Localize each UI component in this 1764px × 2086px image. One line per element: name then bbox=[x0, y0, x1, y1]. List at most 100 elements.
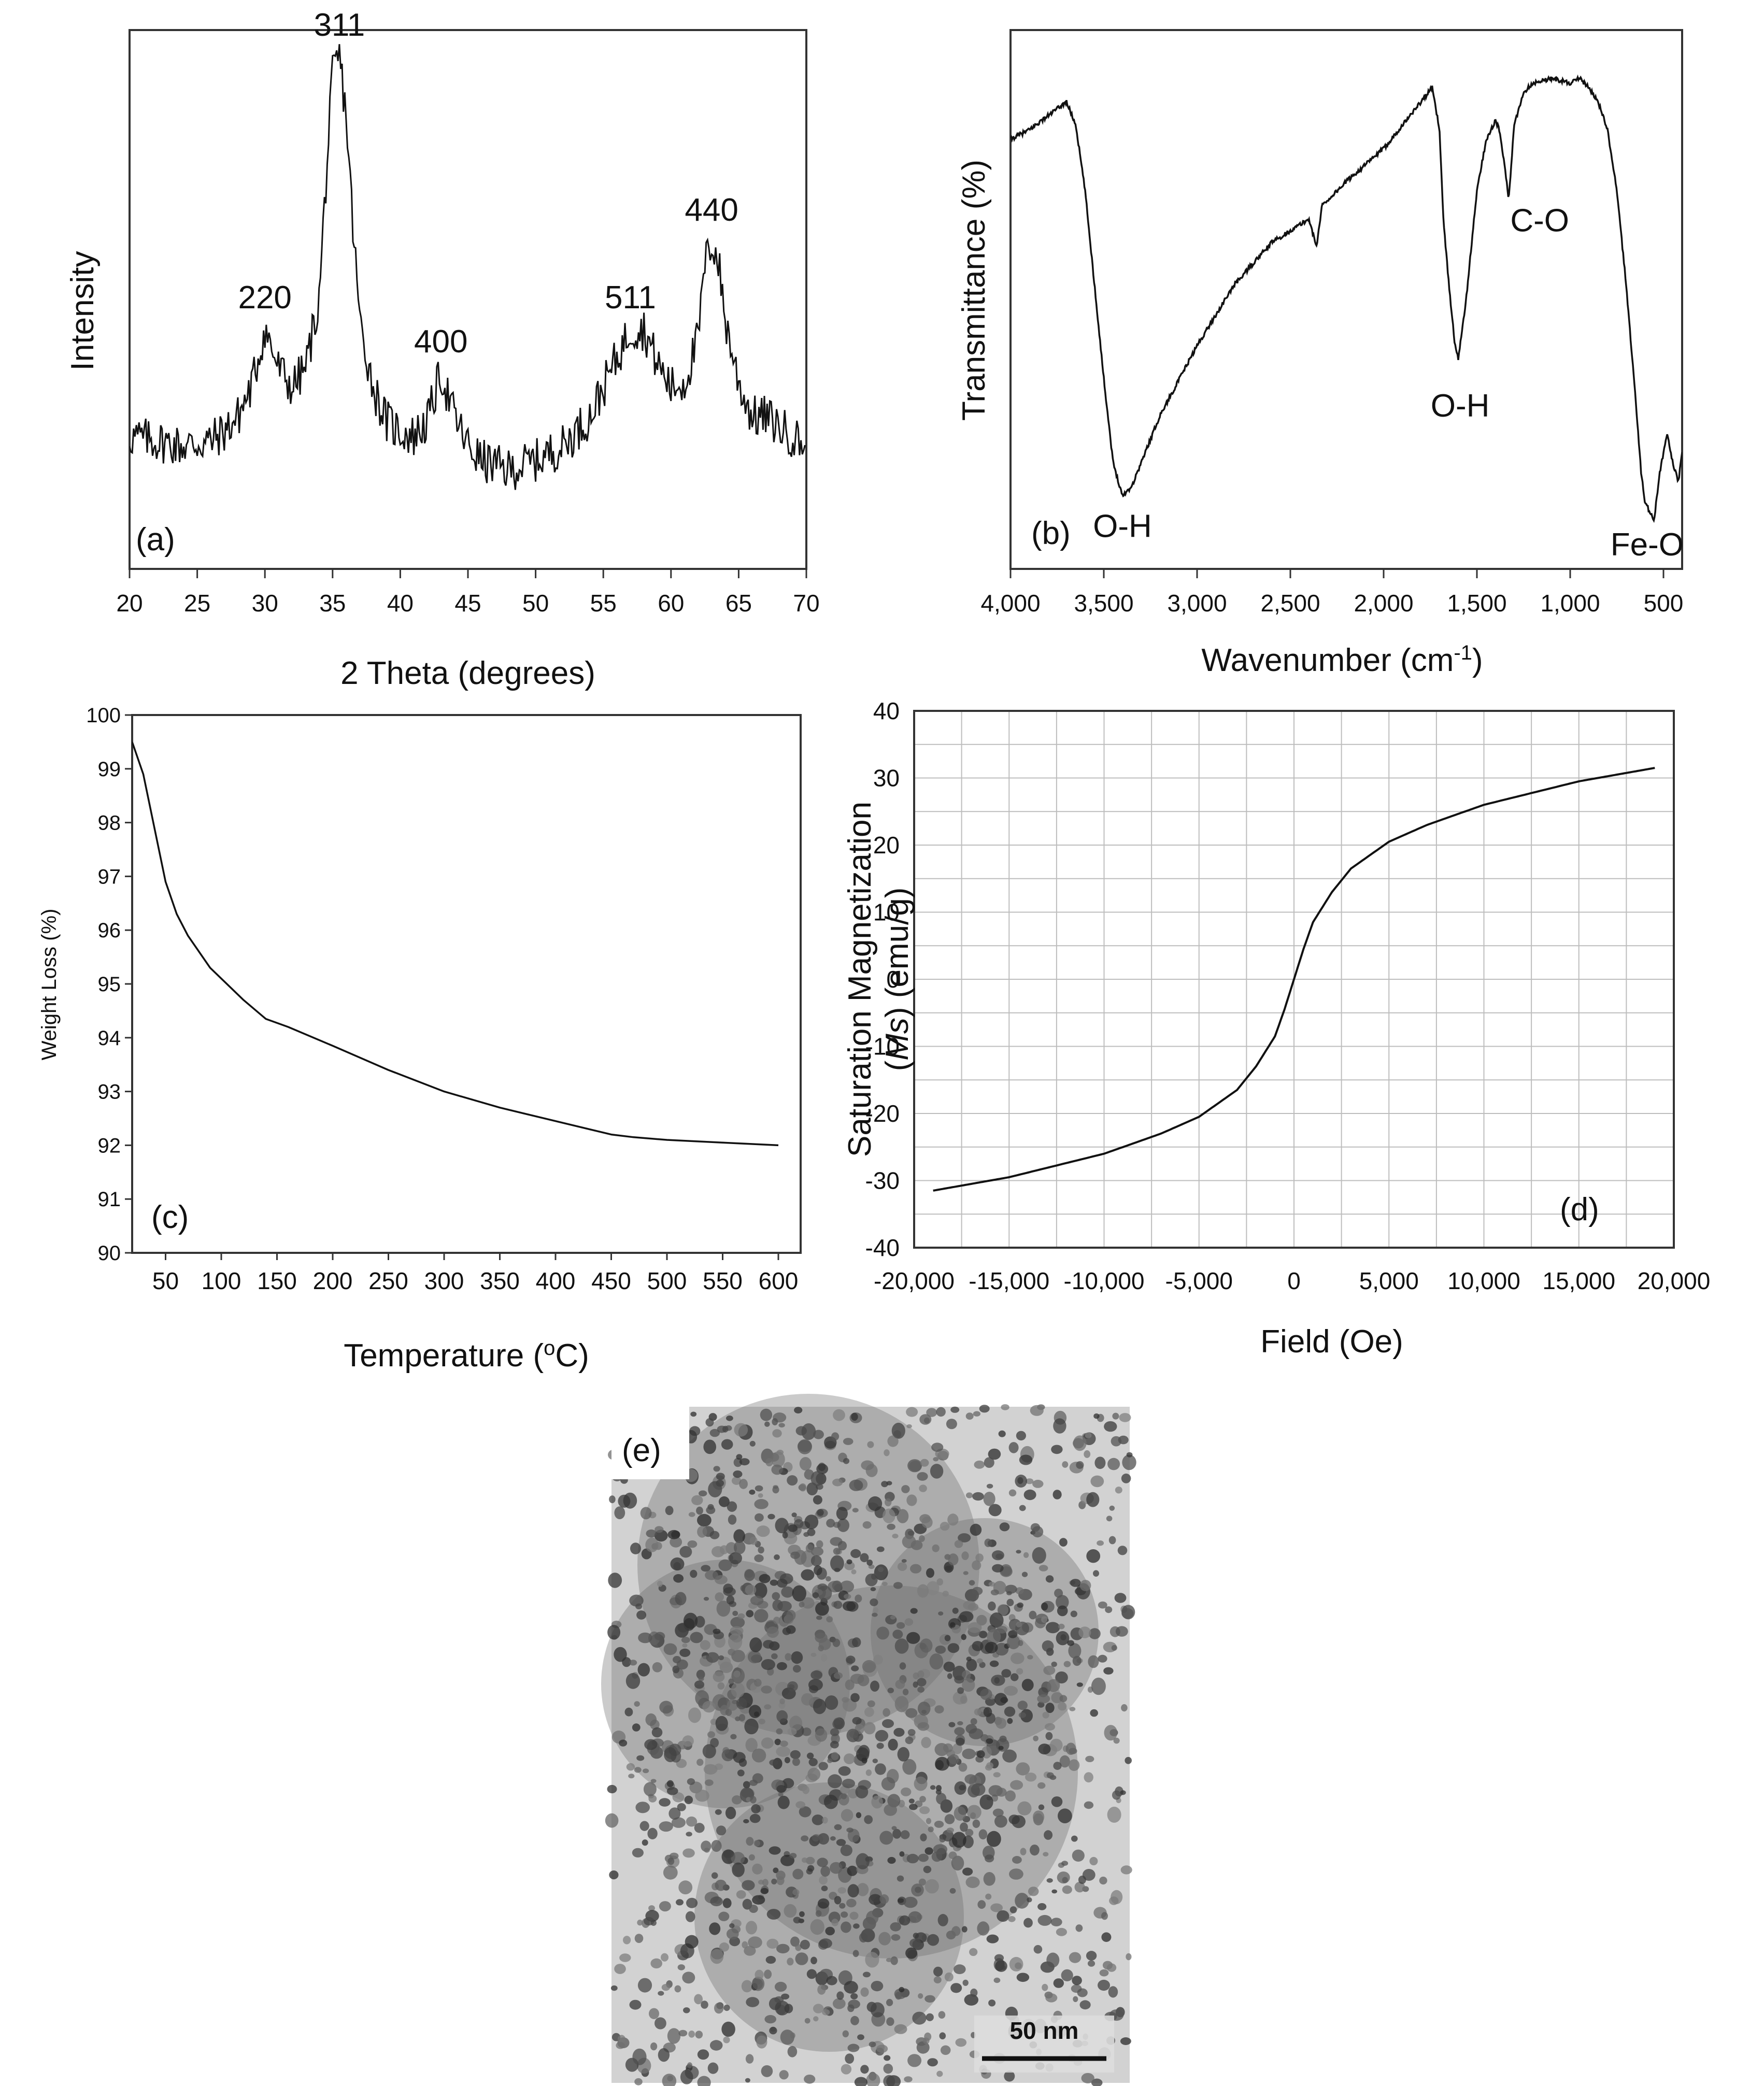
nanoparticle bbox=[795, 1944, 802, 1951]
nanoparticle bbox=[654, 1530, 668, 1542]
nanoparticle bbox=[804, 2018, 810, 2024]
nanoparticle bbox=[906, 1853, 919, 1864]
micrograph-texture bbox=[601, 1394, 1136, 2086]
nanoparticle bbox=[673, 1574, 684, 1583]
nanoparticle bbox=[765, 1458, 773, 1467]
nanoparticle bbox=[625, 1673, 641, 1689]
nanoparticle bbox=[608, 1573, 622, 1588]
nanoparticle bbox=[761, 1659, 775, 1670]
panel-c-xlabel-main: Temperature ( bbox=[344, 1338, 544, 1374]
nanoparticle bbox=[810, 1919, 824, 1935]
nanoparticle bbox=[715, 1716, 728, 1731]
nanoparticle bbox=[1094, 1456, 1106, 1469]
nanoparticle bbox=[846, 1898, 857, 1908]
panel-b-xtick-label: 3,000 bbox=[1167, 590, 1227, 617]
nanoparticle bbox=[969, 1580, 975, 1586]
nanoparticle bbox=[619, 1739, 628, 1747]
nanoparticle bbox=[897, 1509, 909, 1523]
nanoparticle bbox=[818, 1833, 829, 1845]
nanoparticle bbox=[979, 1405, 990, 1413]
nanoparticle bbox=[748, 1854, 755, 1861]
nanoparticle bbox=[1085, 1755, 1094, 1762]
nanoparticle bbox=[954, 1964, 966, 1975]
panel-b-band-label: O-H bbox=[1093, 509, 1152, 545]
nanoparticle bbox=[635, 1603, 643, 1609]
nanoparticle bbox=[933, 1966, 943, 1977]
nanoparticle bbox=[668, 1807, 681, 1820]
panel-a-xtick-label: 40 bbox=[387, 590, 414, 617]
nanoparticle bbox=[761, 1685, 772, 1694]
nanoparticle bbox=[667, 2028, 681, 2044]
nanoparticle bbox=[657, 1580, 663, 1587]
nanoparticle bbox=[873, 1654, 883, 1665]
nanoparticle bbox=[1073, 1996, 1078, 2002]
nanoparticle bbox=[792, 1868, 804, 1880]
nanoparticle bbox=[755, 1969, 764, 1980]
nanoparticle bbox=[774, 1996, 784, 2003]
nanoparticle bbox=[845, 2053, 855, 2064]
nanoparticle bbox=[1109, 1505, 1115, 1511]
nanoparticle bbox=[845, 1679, 855, 1690]
nanoparticle bbox=[687, 1778, 695, 1785]
nanoparticle bbox=[818, 1762, 828, 1770]
nanoparticle bbox=[936, 1785, 942, 1792]
nanoparticle bbox=[815, 1728, 828, 1742]
nanoparticle bbox=[730, 1626, 744, 1636]
nanoparticle bbox=[687, 1540, 698, 1548]
nanoparticle bbox=[847, 1884, 859, 1898]
nanoparticle bbox=[1112, 1412, 1119, 1420]
nanoparticle bbox=[614, 1647, 627, 1662]
nanoparticle bbox=[1126, 1953, 1132, 1961]
panel-d-xtick-label: 5,000 bbox=[1359, 1267, 1419, 1294]
nanoparticle bbox=[684, 1795, 693, 1804]
nanoparticle bbox=[1120, 2037, 1131, 2045]
nanoparticle bbox=[713, 1466, 720, 1472]
panel-a-ylabel: Intensity bbox=[65, 251, 101, 371]
nanoparticle bbox=[1046, 1952, 1060, 1968]
nanoparticle bbox=[1101, 1912, 1108, 1920]
panel-d-ytick-label: -30 bbox=[865, 1167, 900, 1194]
nanoparticle bbox=[864, 1815, 873, 1824]
nanoparticle bbox=[834, 1896, 842, 1905]
nanoparticle bbox=[999, 1522, 1010, 1532]
nanoparticle bbox=[1070, 1610, 1077, 1618]
nanoparticle bbox=[779, 2070, 789, 2080]
nanoparticle bbox=[989, 1660, 999, 1667]
nanoparticle bbox=[827, 1758, 833, 1763]
nanoparticle bbox=[893, 1727, 905, 1737]
nanoparticle bbox=[989, 1612, 1004, 1628]
nanoparticle bbox=[888, 1738, 898, 1751]
nanoparticle bbox=[807, 1865, 815, 1872]
panel-d-ytick-label: -20 bbox=[865, 1100, 900, 1127]
nanoparticle bbox=[759, 1574, 771, 1583]
nanoparticle bbox=[844, 1561, 855, 1570]
nanoparticle bbox=[1021, 1571, 1028, 1577]
panel-c-tga-line bbox=[132, 741, 779, 1147]
nanoparticle bbox=[688, 1512, 695, 1517]
nanoparticle bbox=[1050, 1738, 1063, 1752]
nanoparticle bbox=[686, 1832, 692, 1837]
nanoparticle bbox=[772, 1486, 779, 1494]
nanoparticle bbox=[727, 1699, 738, 1711]
nanoparticle bbox=[954, 1675, 964, 1684]
nanoparticle bbox=[1084, 1801, 1094, 1809]
nanoparticle bbox=[965, 1412, 974, 1420]
nanoparticle bbox=[642, 1839, 648, 1846]
nanoparticle bbox=[831, 1752, 839, 1761]
nanoparticle bbox=[677, 1803, 686, 1811]
nanoparticle bbox=[913, 1672, 919, 1679]
nanoparticle bbox=[709, 2040, 723, 2051]
nanoparticle bbox=[749, 1489, 756, 1495]
nanoparticle bbox=[1057, 1808, 1072, 1823]
nanoparticle bbox=[958, 1533, 971, 1542]
nanoparticle bbox=[1061, 1969, 1073, 1981]
nanoparticle bbox=[1043, 1665, 1056, 1675]
nanoparticle bbox=[855, 1594, 862, 1603]
nanoparticle bbox=[826, 1976, 837, 1985]
nanoparticle bbox=[690, 1569, 698, 1578]
nanoparticle bbox=[758, 1546, 764, 1554]
panel-a-label: (a) bbox=[136, 522, 175, 558]
nanoparticle bbox=[773, 1867, 779, 1874]
panel-a-peak-label: 311 bbox=[314, 7, 365, 43]
nanoparticle bbox=[858, 1745, 870, 1758]
